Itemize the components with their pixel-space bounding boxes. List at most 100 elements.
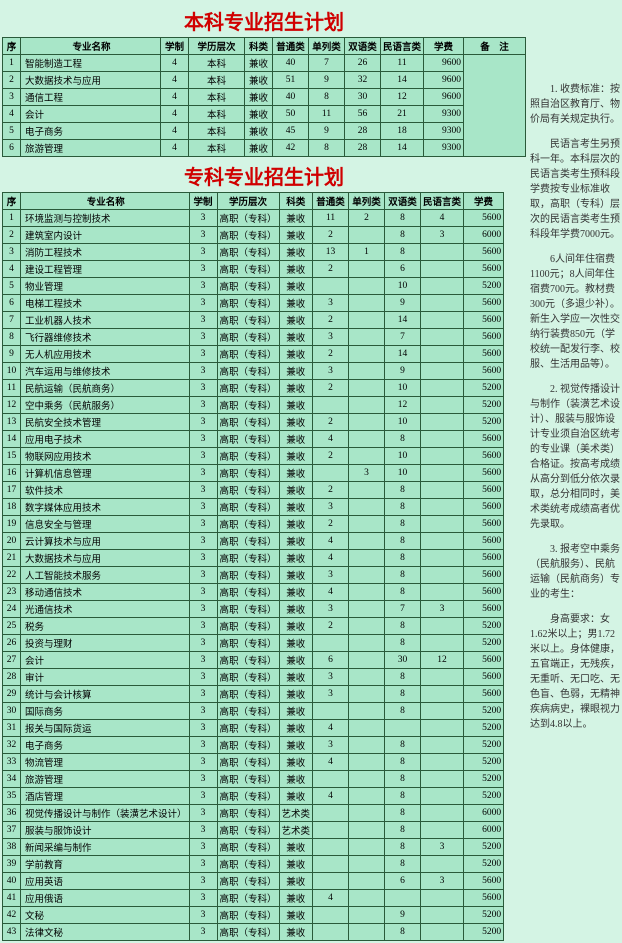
cell: 11 (313, 210, 349, 227)
cell: 艺术类 (279, 805, 313, 822)
cell: 31 (3, 720, 21, 737)
table-row: 36视觉传播设计与制作（装潢艺术设计）3高职（专科）艺术类86000 (3, 805, 504, 822)
cell: 5600 (464, 550, 504, 567)
cell: 8 (385, 635, 421, 652)
table-zk-head: 序 专业名称 学制 学历层次 科类 普通类 单列类 双语类 民语言类 学费 (3, 193, 504, 210)
cell (385, 890, 421, 907)
cell (349, 329, 385, 346)
cell: 2 (313, 414, 349, 431)
cell: 13 (3, 414, 21, 431)
cell: 8 (385, 567, 421, 584)
cell: 2 (349, 210, 385, 227)
table-row: 14应用电子技术3高职（专科）兼收485600 (3, 431, 504, 448)
cell: 4 (161, 72, 189, 89)
cell (349, 771, 385, 788)
cell (421, 754, 464, 771)
cell: 高职（专科） (217, 788, 279, 805)
cell (349, 380, 385, 397)
cell: 12 (381, 89, 424, 106)
cell: 高职（专科） (217, 618, 279, 635)
cell: 5200 (464, 771, 504, 788)
cell: 高职（专科） (217, 295, 279, 312)
table-row: 1智能制造工程4本科兼收40726119600 (3, 55, 526, 72)
cell: 5600 (464, 686, 504, 703)
cell: 兼收 (279, 771, 313, 788)
cell: 5200 (464, 754, 504, 771)
cell: 税务 (21, 618, 190, 635)
cell: 高职（专科） (217, 669, 279, 686)
cell: 4 (161, 55, 189, 72)
cell: 8 (385, 754, 421, 771)
cell: 5200 (464, 788, 504, 805)
cell (421, 737, 464, 754)
cell (421, 567, 464, 584)
table-row: 12空中乘务（民航服务）3高职（专科）兼收125200 (3, 397, 504, 414)
cell (385, 720, 421, 737)
table-row: 37服装与服饰设计3高职（专科）艺术类86000 (3, 822, 504, 839)
table-row: 42文秘3高职（专科）兼收95200 (3, 907, 504, 924)
cell: 兼收 (245, 55, 273, 72)
cell: 兼收 (279, 414, 313, 431)
cell: 兼收 (279, 448, 313, 465)
cell: 10 (3, 363, 21, 380)
cell: 5200 (464, 907, 504, 924)
cell (349, 720, 385, 737)
note-1: 1. 收费标准：按照自治区教育厅、物价局有关规定执行。 (530, 82, 620, 127)
cell: 2 (313, 482, 349, 499)
cell: 4 (3, 106, 21, 123)
cell: 5 (3, 123, 21, 140)
cell: 6 (313, 652, 349, 669)
cell (421, 550, 464, 567)
cell: 高职（专科） (217, 397, 279, 414)
cell (349, 363, 385, 380)
table-row: 26投资与理财3高职（专科）兼收85200 (3, 635, 504, 652)
h-sy: 双语类 (345, 38, 381, 55)
cell: 5600 (464, 584, 504, 601)
cell: 数字媒体应用技术 (21, 499, 190, 516)
h-fee: 学费 (424, 38, 464, 55)
table-row: 4建设工程管理3高职（专科）兼收265600 (3, 261, 504, 278)
cell (349, 652, 385, 669)
table-row: 1环境监测与控制技术3高职（专科）兼收112845600 (3, 210, 504, 227)
cell: 18 (3, 499, 21, 516)
cell: 3 (189, 822, 217, 839)
h2-sy: 双语类 (385, 193, 421, 210)
cell: 6000 (464, 805, 504, 822)
cell (349, 584, 385, 601)
cell: 4 (161, 140, 189, 157)
h-bz: 备 注 (464, 38, 526, 55)
cell: 高职（专科） (217, 890, 279, 907)
cell: 3 (313, 686, 349, 703)
main-tables: 本科专业招生计划 序 专业名称 学制 学历层次 科类 普通类 单列类 双语类 民… (2, 2, 526, 941)
cell (421, 397, 464, 414)
cell: 兼收 (279, 261, 313, 278)
cell (421, 244, 464, 261)
cell (313, 873, 349, 890)
cell: 高职（专科） (217, 567, 279, 584)
cell: 6000 (464, 227, 504, 244)
cell: 3 (189, 584, 217, 601)
cell: 8 (309, 89, 345, 106)
cell: 4 (313, 890, 349, 907)
table-row: 3通信工程4本科兼收40830129600 (3, 89, 526, 106)
cell (421, 788, 464, 805)
cell (349, 499, 385, 516)
cell: 32 (3, 737, 21, 754)
cell: 兼收 (279, 533, 313, 550)
cell: 兼收 (279, 856, 313, 873)
cell (349, 312, 385, 329)
cell: 高职（专科） (217, 363, 279, 380)
cell: 3 (3, 244, 21, 261)
cell (349, 805, 385, 822)
cell: 兼收 (279, 907, 313, 924)
cell: 5200 (464, 737, 504, 754)
cell: 29 (3, 686, 21, 703)
cell: 6 (385, 873, 421, 890)
cell (421, 516, 464, 533)
cell: 建设工程管理 (21, 261, 190, 278)
table-row: 13民航安全技术管理3高职（专科）兼收2105200 (3, 414, 504, 431)
cell: 3 (189, 295, 217, 312)
h2-name: 专业名称 (21, 193, 190, 210)
cell: 5600 (464, 261, 504, 278)
cell: 13 (313, 244, 349, 261)
